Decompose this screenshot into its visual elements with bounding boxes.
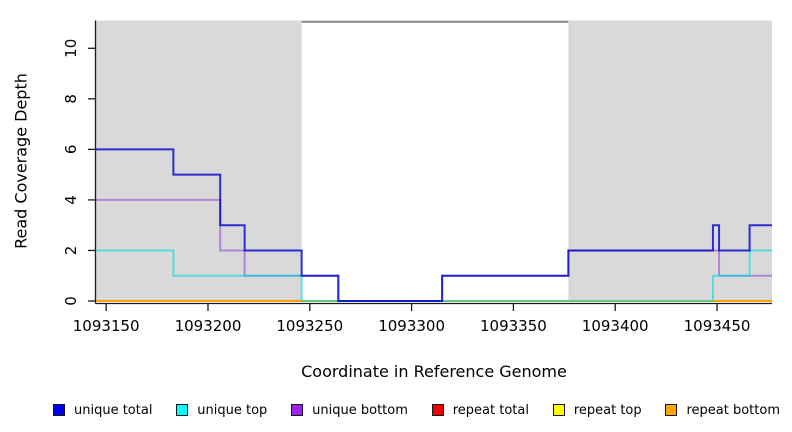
y-tick-label: 8 (62, 94, 80, 104)
legend-label: unique top (197, 402, 268, 418)
left-gray-region (96, 20, 302, 302)
legend-label: repeat total (452, 402, 529, 418)
legend-swatch-icon (431, 404, 444, 416)
right-gray-region (568, 20, 772, 302)
legend-label: repeat bottom (686, 402, 780, 418)
legend-item-unique-bottom: unique bottom (291, 403, 408, 418)
legend-item-repeat-top: repeat top (552, 402, 642, 418)
legend-swatch-icon (552, 404, 565, 416)
series-line-unique-top (96, 249, 772, 302)
legend-swatch-icon (291, 404, 304, 416)
x-tick-label: 1093350 (480, 317, 547, 335)
x-tick-label: 1093300 (378, 317, 445, 335)
x-tick-label: 1093250 (276, 317, 343, 335)
legend: unique total unique top unique bottom repea… (53, 399, 780, 421)
legend-label: repeat top (573, 402, 642, 418)
legend-label: unique bottom (312, 402, 408, 418)
legend-swatch-icon (53, 404, 65, 416)
x-tick-label: 1093200 (175, 317, 242, 335)
y-tick-label: 6 (62, 145, 80, 155)
y-tick-label: 0 (62, 296, 80, 306)
legend-item-unique-top: unique top (176, 403, 267, 418)
x-axis-label: Coordinate in Reference Genome (301, 362, 567, 381)
y-tick-label: 2 (62, 246, 80, 256)
y-axis-label: Read Coverage Depth (11, 73, 31, 249)
legend-item-repeat-bottom: repeat bottom (665, 403, 780, 418)
legend-label: unique total (74, 402, 153, 418)
coverage-plot-svg: 1093150 1093200 1093250 1093300 1093350 10934… (62, 20, 772, 335)
y-tick-label: 4 (62, 195, 80, 205)
legend-swatch-icon (176, 404, 189, 416)
series-line-unique-total (96, 148, 772, 302)
legend-item-unique-total: unique total (53, 403, 152, 418)
x-tick-label: 1093150 (73, 317, 140, 335)
y-tick-label: 10 (62, 39, 80, 58)
x-tick-label: 1093450 (684, 317, 751, 335)
legend-swatch-icon (665, 404, 678, 416)
x-tick-label: 1093400 (582, 317, 649, 335)
legend-item-repeat-total: repeat total (431, 402, 529, 418)
